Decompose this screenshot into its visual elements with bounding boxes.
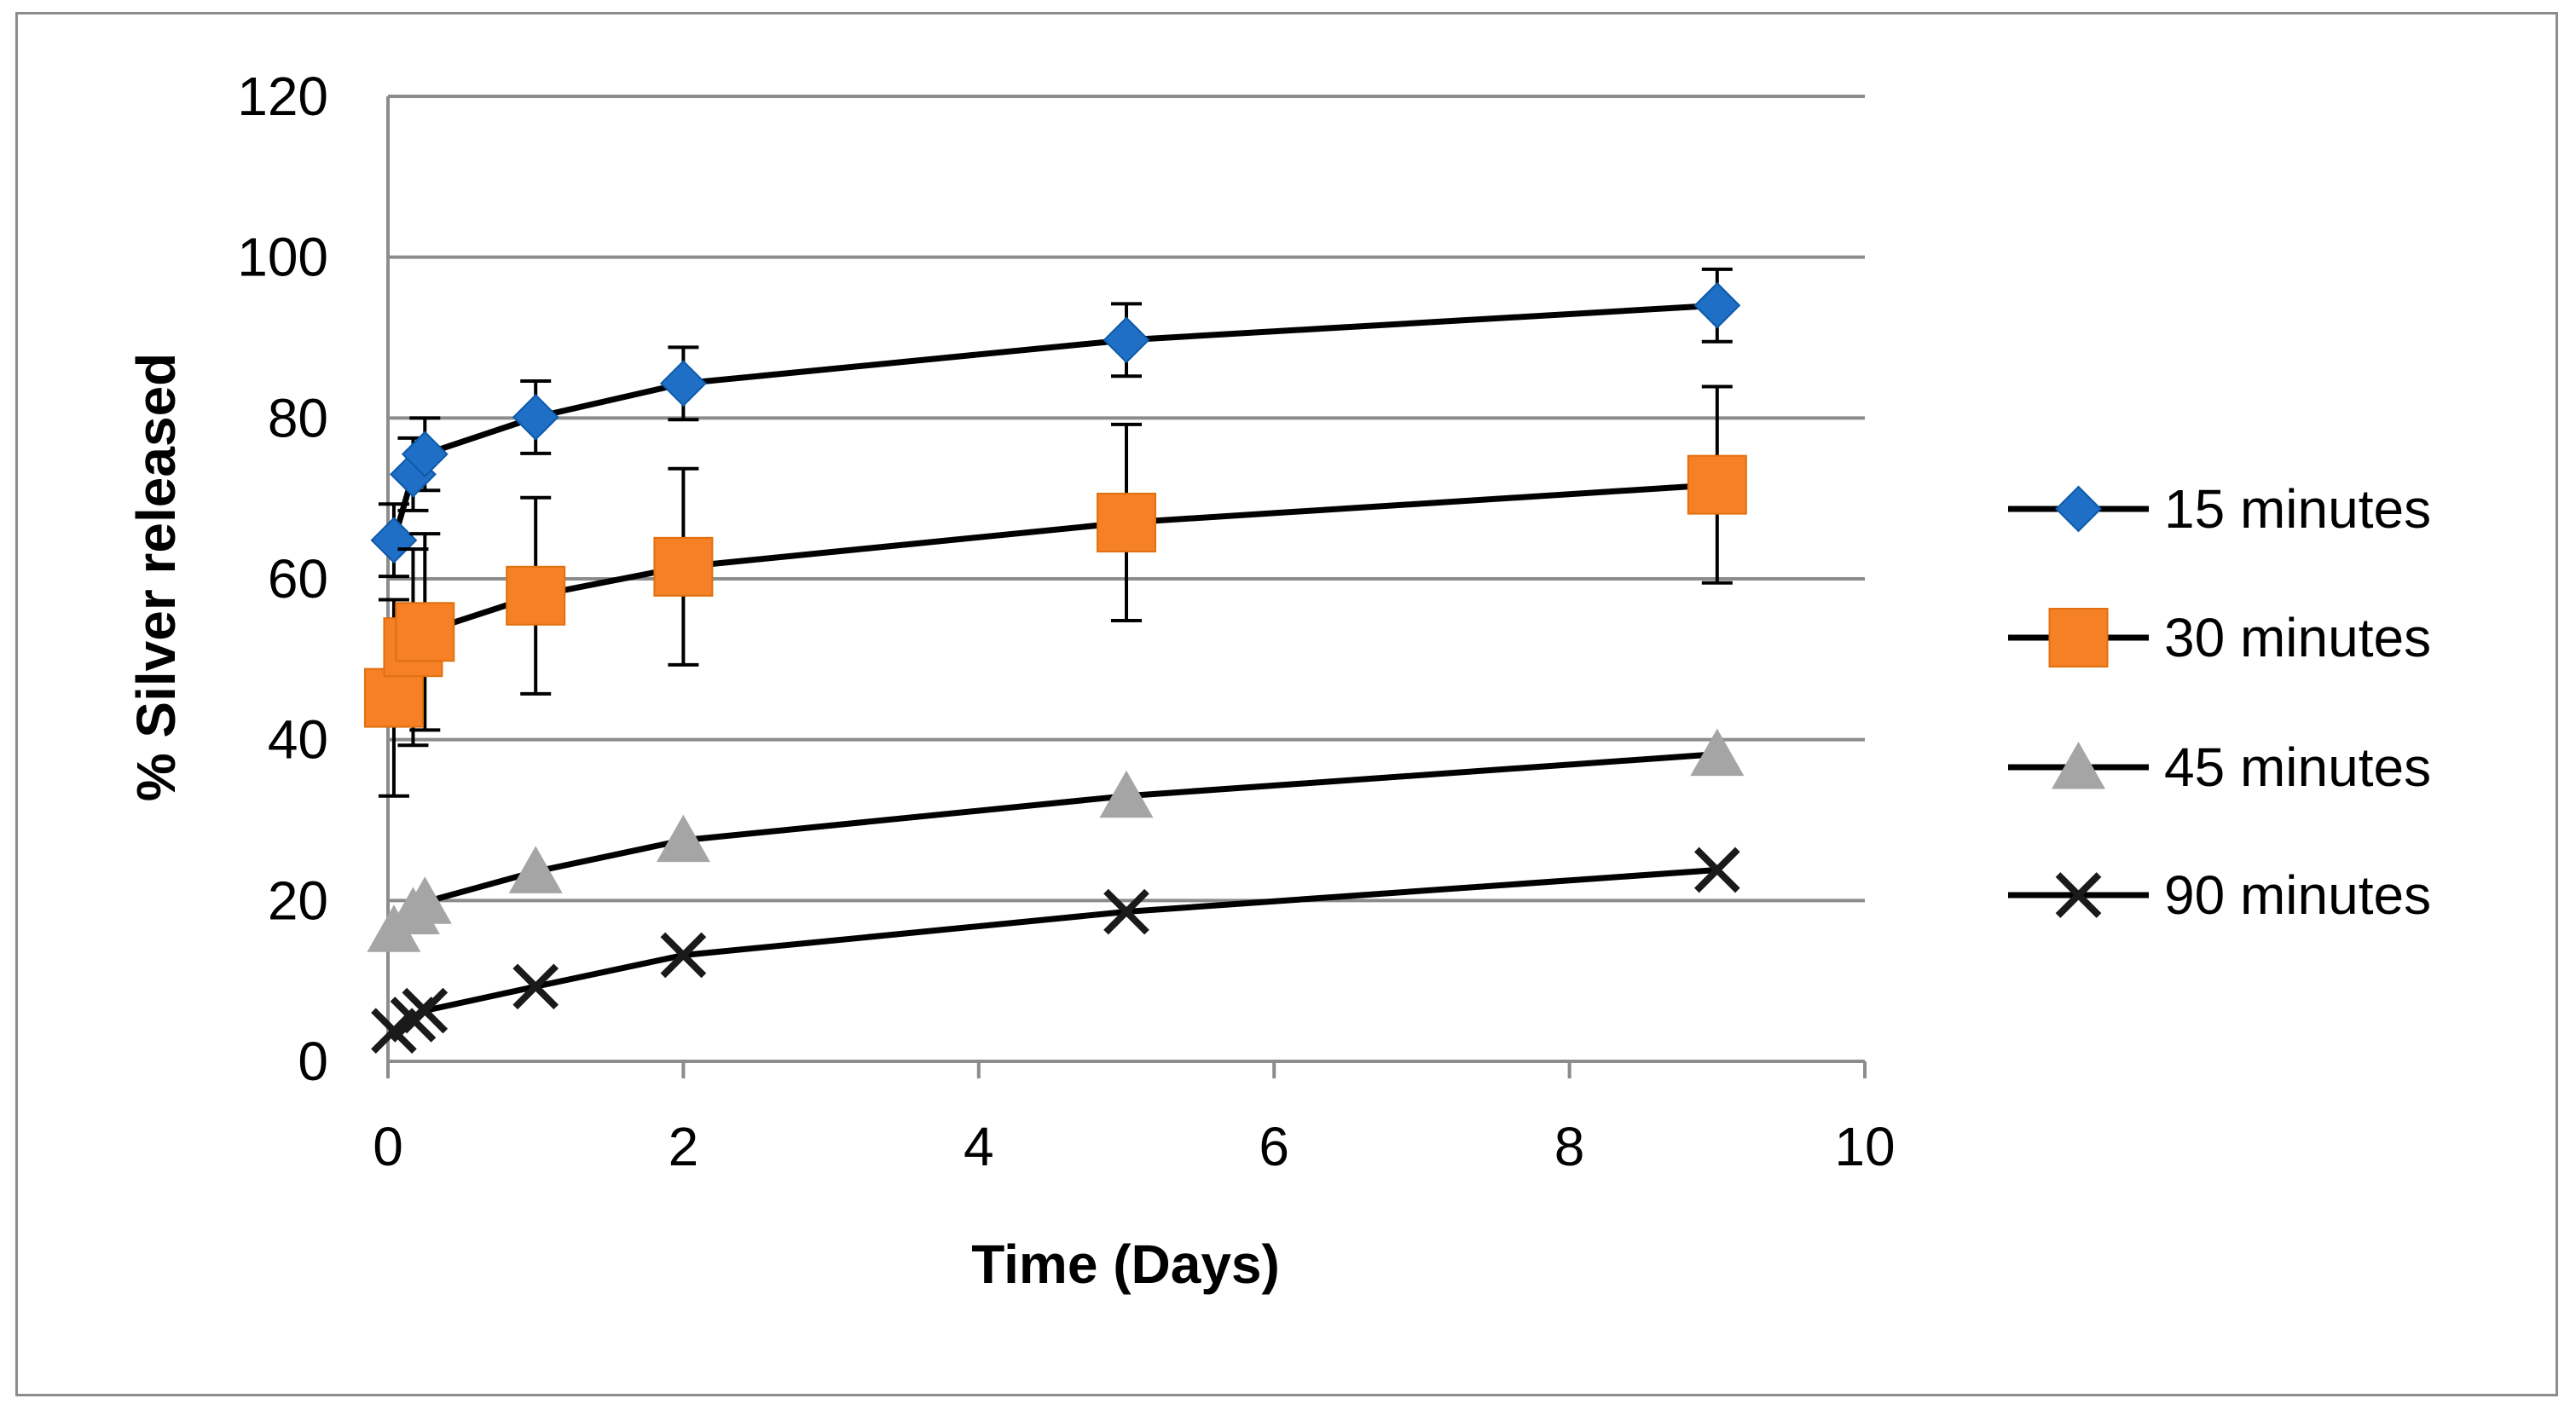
series-15-minutes (370, 267, 1741, 579)
x-tick-label: 4 (964, 1116, 994, 1177)
legend-marker (2048, 608, 2109, 667)
data-point (1103, 316, 1150, 364)
y-tick-label: 0 (298, 1031, 328, 1092)
y-tick-label: 80 (268, 387, 328, 448)
x-tick-label: 6 (1259, 1116, 1289, 1177)
data-point (512, 393, 559, 441)
y-tick-label: 60 (268, 548, 328, 610)
data-point (1097, 492, 1156, 552)
y-tick-label: 20 (268, 870, 328, 931)
series-30-minutes (363, 384, 1747, 798)
data-point (660, 932, 707, 979)
data-point (1687, 454, 1747, 515)
legend-item: 45 minutes (2008, 737, 2431, 798)
data-point (506, 565, 566, 626)
data-point (395, 602, 455, 662)
legend: 15 minutes 30 minutes 45 minutes 90 minutes (2008, 478, 2431, 926)
y-tick-label: 100 (237, 227, 328, 288)
data-point (401, 431, 449, 478)
data-point (1099, 770, 1154, 818)
axes: 0 20 40 60 80 100 120 0 2 4 6 8 10 (237, 66, 1895, 1177)
x-tick-label: 10 (1834, 1116, 1895, 1177)
data-point (508, 846, 563, 893)
data-point (402, 987, 449, 1034)
legend-item: 15 minutes (2008, 478, 2431, 540)
data-point (659, 360, 707, 407)
data-point (653, 536, 714, 597)
data-point (1693, 281, 1741, 329)
series-90-minutes (371, 847, 1740, 1054)
series-group (363, 267, 1747, 1054)
legend-item: 30 minutes (2008, 607, 2431, 668)
series-line (391, 751, 1718, 933)
data-point (656, 814, 710, 863)
x-tick-label: 2 (669, 1116, 699, 1177)
y-axis-title: % Silver released (125, 353, 187, 802)
x-tick-label: 8 (1554, 1116, 1585, 1177)
y-tick-label: 120 (237, 66, 328, 127)
legend-marker (2052, 742, 2105, 789)
legend-label: 30 minutes (2164, 607, 2431, 668)
chart-frame (15, 12, 2558, 1396)
data-point (370, 517, 418, 564)
data-point (1693, 847, 1740, 893)
data-point (512, 963, 559, 1010)
data-point (1103, 888, 1149, 935)
x-axis-title: Time (Days) (971, 1234, 1280, 1295)
legend-marker (2055, 872, 2102, 918)
legend-item: 90 minutes (2008, 864, 2431, 926)
series-45-minutes (367, 728, 1745, 952)
legend-marker (2055, 485, 2102, 533)
y-tick-label: 40 (268, 709, 328, 771)
series-line (392, 866, 1718, 1034)
legend-label: 15 minutes (2164, 478, 2431, 540)
x-tick-label: 0 (373, 1116, 403, 1177)
data-point (1690, 728, 1745, 777)
legend-label: 90 minutes (2164, 864, 2431, 926)
series-line (391, 482, 1718, 699)
data-point (397, 876, 452, 924)
series-line (391, 302, 1718, 541)
legend-label: 45 minutes (2164, 737, 2431, 798)
data-point (363, 667, 424, 728)
